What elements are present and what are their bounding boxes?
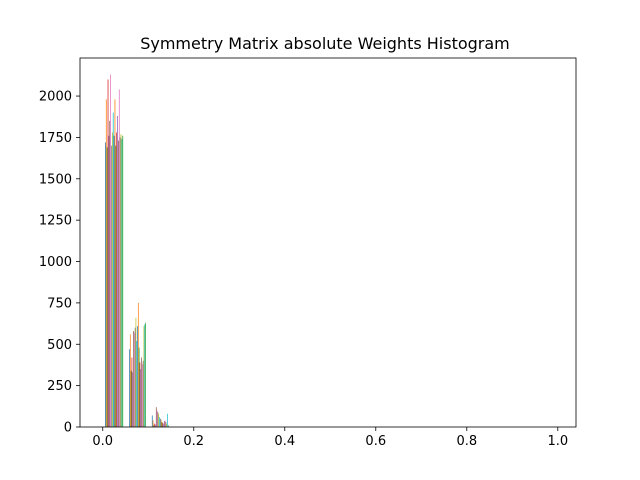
histogram-bar [158,413,160,427]
histogram-bar [105,99,107,428]
y-tick-label: 2000 [39,90,72,105]
y-tick-label: 750 [47,296,72,311]
y-tick-label: 1250 [39,214,72,229]
histogram-bar [155,424,156,427]
chart-title: Symmetry Matrix absolute Weights Histogr… [140,34,510,53]
histogram-bar [162,422,164,427]
histogram-bar [133,331,134,427]
histogram-bar [139,362,141,427]
y-tick-label: 500 [47,338,72,353]
histogram-bar [121,139,123,427]
histogram-bar [166,423,168,427]
histogram-bar [160,419,162,427]
axes-group: 0.0 0.2 0.4 0.6 0.8 1.0 0 250 500 750 1000 1250 1500… [39,57,577,449]
histogram-bar [111,145,112,427]
y-tick-label: 1750 [39,131,72,146]
histogram-bar [115,145,117,427]
y-tick-label: 1500 [39,172,72,187]
histogram-bar [134,327,136,427]
histogram-bar [116,132,118,427]
x-tick-label: 1.0 [547,434,568,449]
histogram-bar [112,112,114,428]
histogram-bar [137,326,138,427]
histogram-bar [154,423,156,427]
histogram-bar [129,349,130,427]
histogram-bar [132,372,134,427]
x-tick-label: 0.0 [92,434,113,449]
histogram-bar [137,302,139,427]
histogram-bar [117,115,118,427]
histogram-bar [165,422,167,427]
histogram-bar [159,418,161,427]
histogram-bar [153,425,155,427]
histogram-bar [108,135,110,427]
histogram-bar [119,137,121,427]
histogram-bar [164,420,166,427]
histogram-bar [155,407,157,427]
histogram-bar [145,322,146,427]
histogram-bar [167,413,168,427]
histogram-bar [156,410,158,427]
y-tick-label: 0 [64,421,72,436]
histogram-bar [140,369,142,427]
histogram-bar [136,340,138,427]
histogram-bar [111,132,113,427]
histogram-bar [141,357,142,427]
histogram-bar [131,357,133,427]
histogram-bar [113,135,115,427]
histogram-bar [141,364,143,427]
x-tick-label: 0.8 [456,434,477,449]
histogram-bar [138,347,140,427]
histogram-bar [110,74,112,427]
y-tick-label: 1000 [39,255,72,270]
histogram-bar [120,134,122,428]
histogram-bar [133,332,135,427]
histogram-bar [152,420,154,427]
histogram-bar [106,147,108,428]
histogram-bar [109,120,111,428]
histogram-bar [163,423,164,427]
histogram-bar [161,422,163,427]
plot-frame [79,57,577,428]
histogram-bar [129,334,131,427]
histogram-bar [118,140,119,428]
bars-group [105,74,169,428]
histogram-bar [114,99,116,428]
y-tick-label: 250 [47,379,72,394]
histogram-bar [163,421,165,427]
histogram-bar [107,79,109,428]
histogram-bar [157,412,159,427]
histogram-bar [167,425,169,427]
histogram-bar [118,89,120,428]
x-tick-label: 0.4 [274,434,295,449]
histogram-bar [105,142,106,427]
histogram-bar [143,326,145,427]
x-tick-label: 0.6 [365,434,386,449]
histogram-bar [135,317,137,427]
histogram-bar [142,360,144,427]
histogram-bar [144,324,146,427]
histogram-bar [151,415,153,427]
histogram-bar [122,135,124,427]
x-tick-label: 0.2 [183,434,204,449]
histogram-bar [159,417,160,427]
histogram-bar [130,370,132,427]
